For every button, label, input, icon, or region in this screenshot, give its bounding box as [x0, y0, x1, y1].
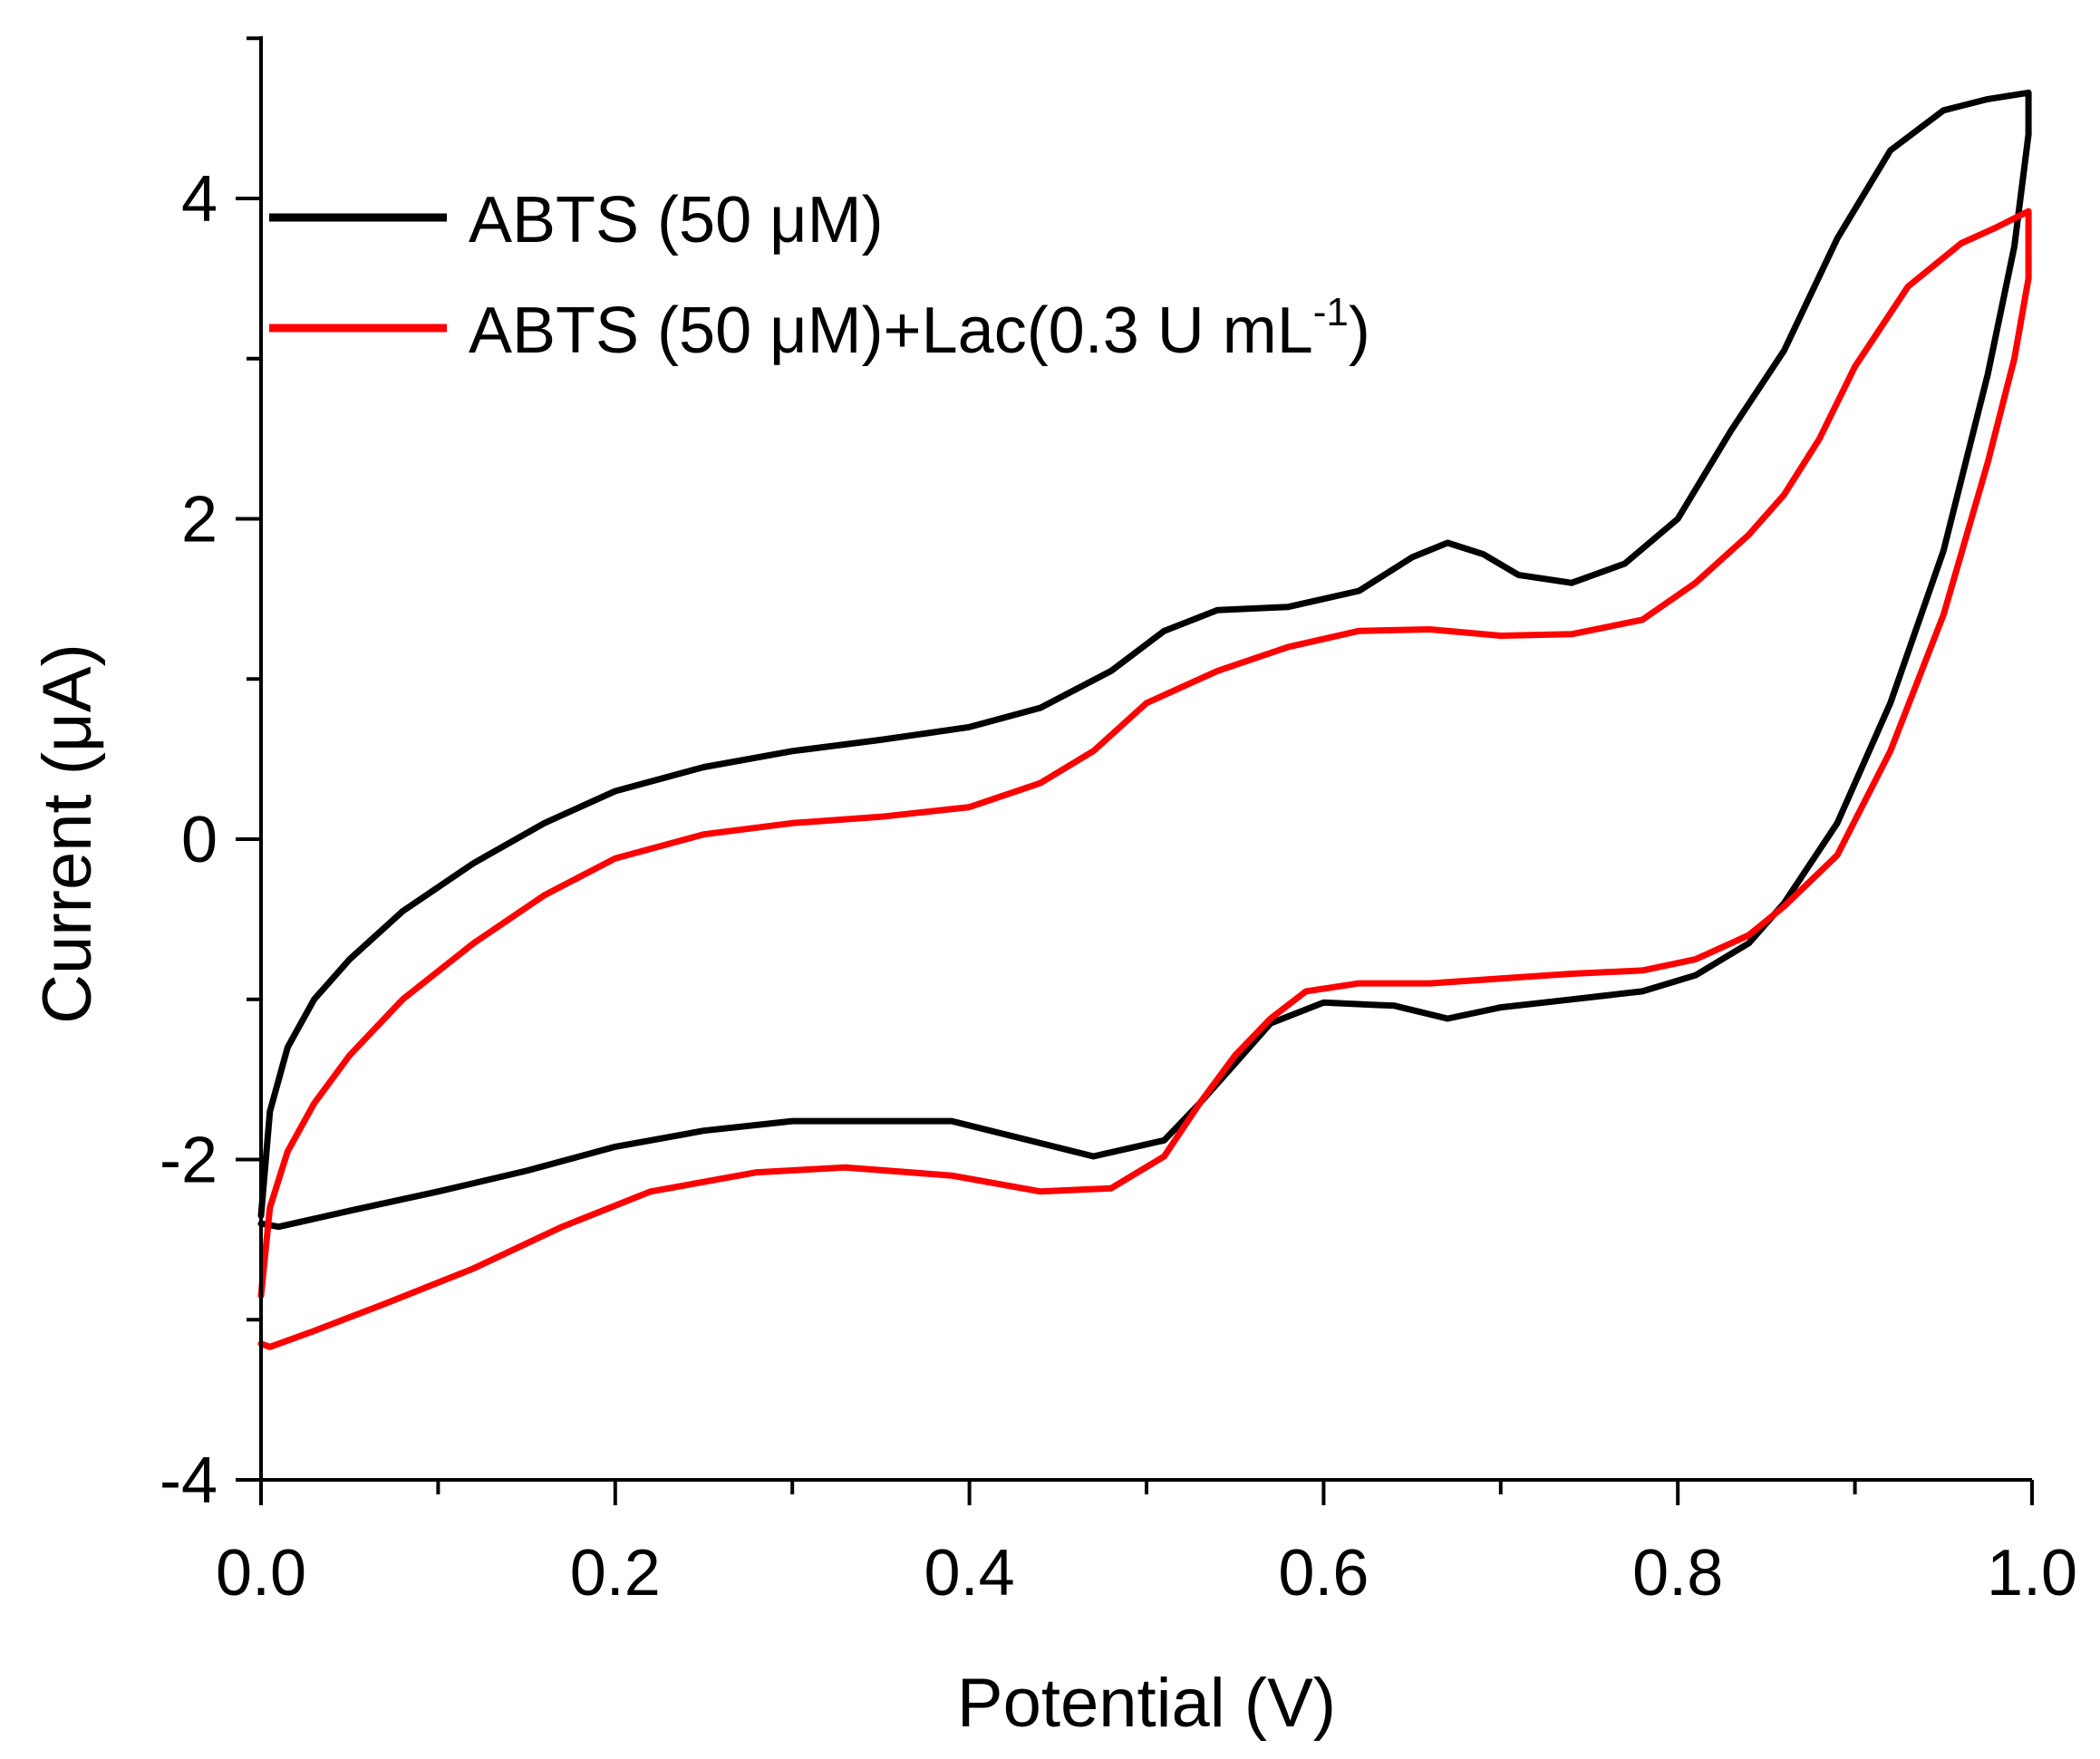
- plot-area: [257, 89, 2032, 1350]
- legend: ABTS (50 μM) ABTS (50 μM)+Lac(0.3 U mL-1…: [269, 184, 1370, 367]
- series-line-abts: [257, 89, 2032, 1231]
- x-tick-label: 0.0: [216, 1537, 306, 1609]
- series-line-abts-lac: [257, 208, 2032, 1350]
- y-tick-label: 0: [181, 804, 218, 876]
- legend-label-abts: ABTS (50 μM): [469, 184, 884, 256]
- y-axis-title: Current (μA): [29, 643, 106, 1024]
- x-tick-label: 0.2: [570, 1537, 661, 1609]
- ticks: 0.0 0.2 0.4 0.6 0.8 1.0 -4 -2 0 2 4: [160, 36, 2077, 1609]
- x-tick-label: 0.6: [1278, 1537, 1369, 1609]
- x-tick-label: 1.0: [1987, 1537, 2077, 1609]
- y-tick-label: -4: [160, 1445, 218, 1517]
- y-tick-label: -2: [160, 1125, 218, 1197]
- x-axis-title: Potential (V): [957, 1665, 1336, 1742]
- x-tick-label: 0.4: [924, 1537, 1015, 1609]
- y-tick-label: 4: [181, 163, 218, 236]
- y-tick-label: 2: [181, 484, 218, 556]
- legend-label-abts-lac: ABTS (50 μM)+Lac(0.3 U mL-1): [469, 290, 1370, 367]
- x-tick-label: 0.8: [1632, 1537, 1723, 1609]
